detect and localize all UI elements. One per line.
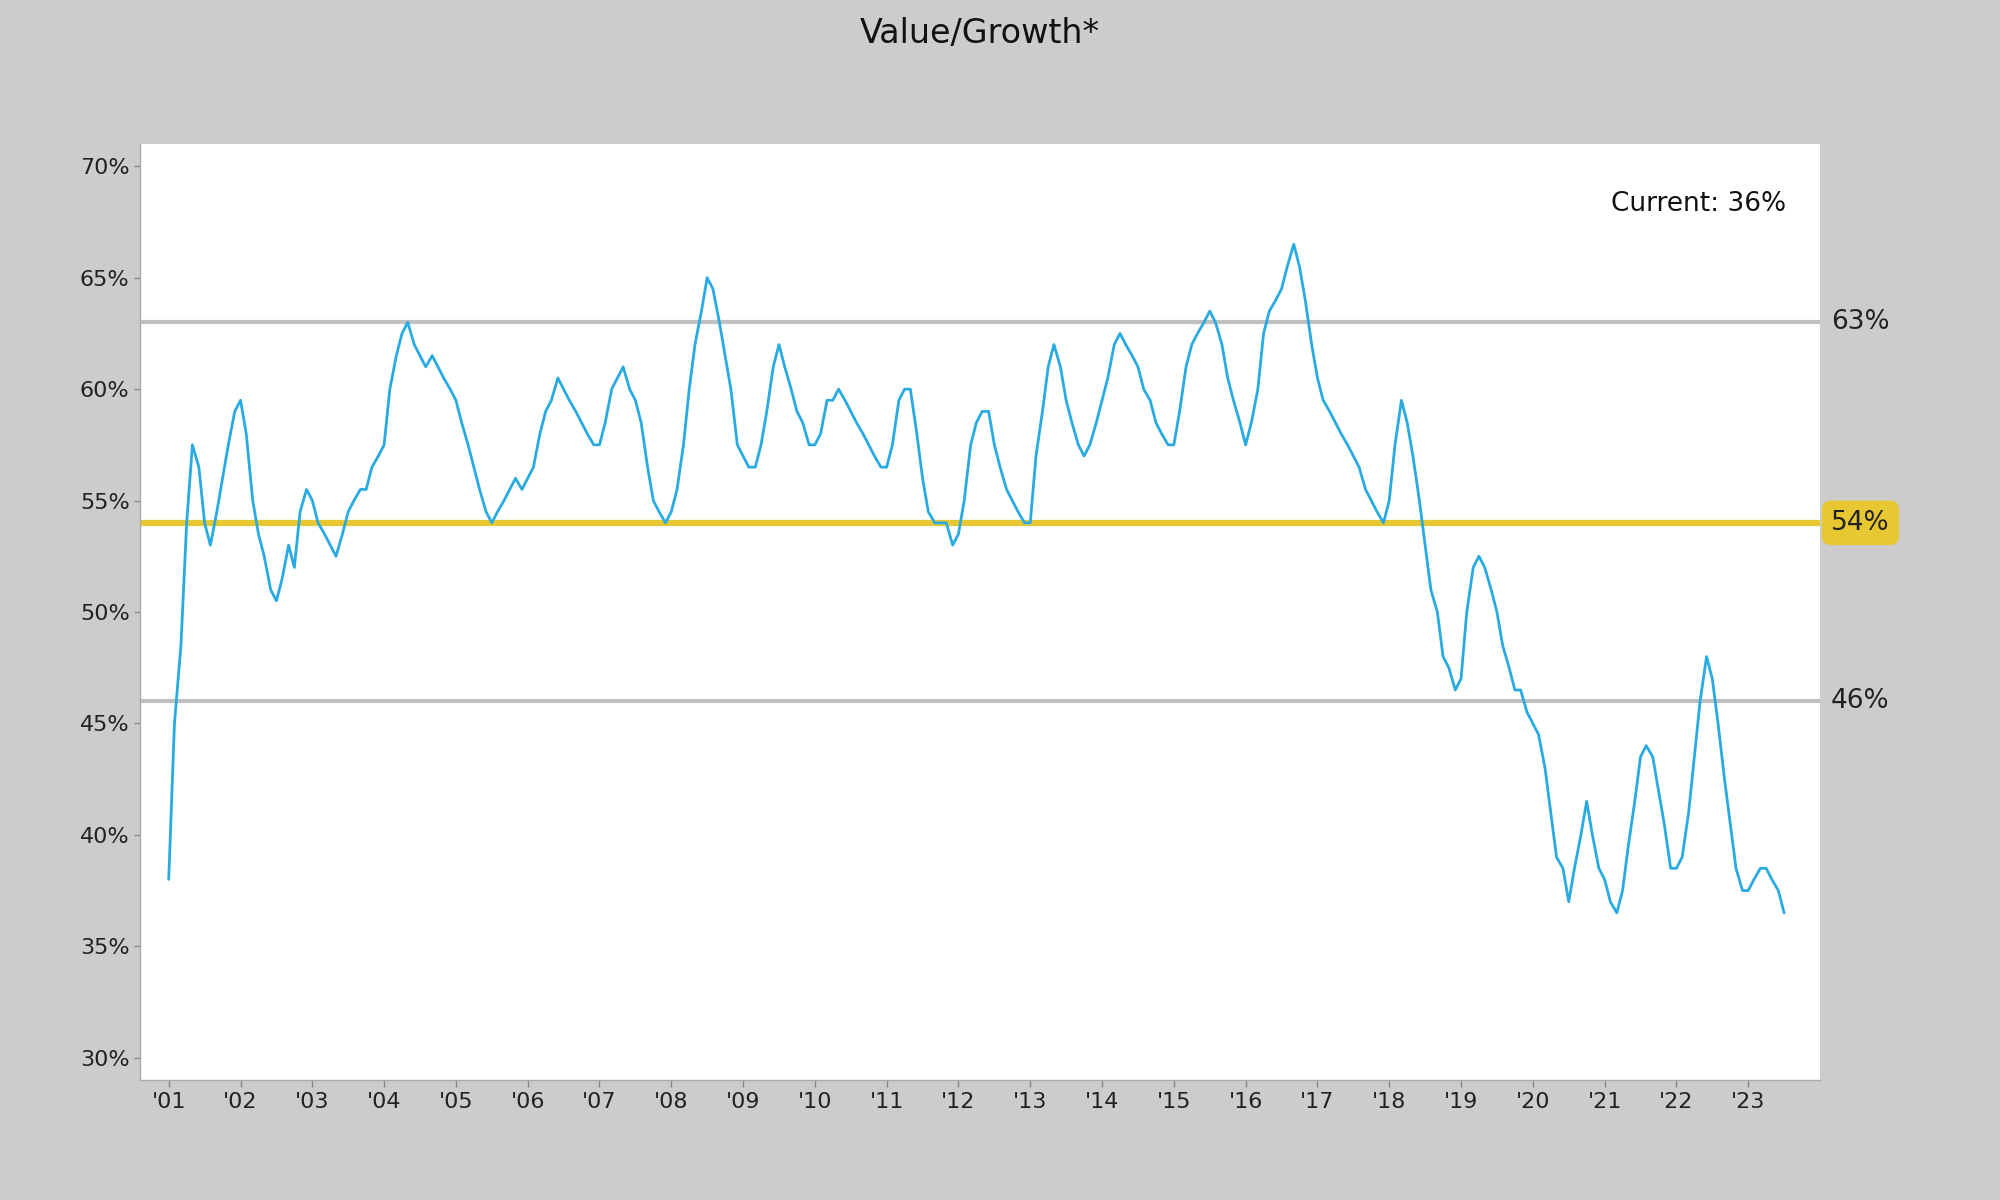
Text: Current: 36%: Current: 36% <box>1612 191 1786 217</box>
Text: 54%: 54% <box>1832 510 1890 536</box>
Text: Value/Growth*: Value/Growth* <box>860 17 1100 50</box>
Text: 46%: 46% <box>1832 688 1890 714</box>
Text: 63%: 63% <box>1832 310 1890 335</box>
